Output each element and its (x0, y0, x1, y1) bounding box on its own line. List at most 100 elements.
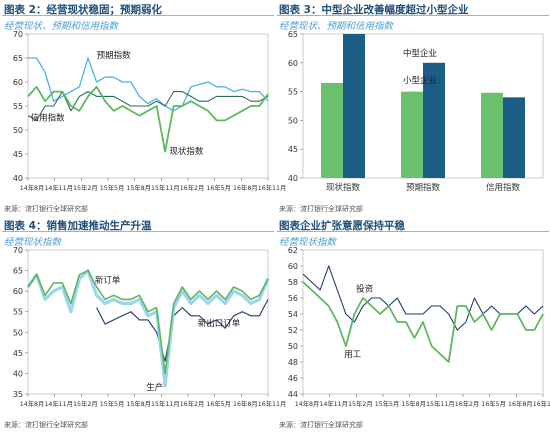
chart-subtitle: 经营现状、预期和信用指数 (279, 21, 394, 32)
y-tick-label: 65 (13, 54, 23, 63)
y-tick-label: 60 (13, 78, 23, 87)
category-label: 现状指数 (326, 182, 361, 193)
y-tick-label: 50 (288, 116, 298, 125)
bar (423, 62, 445, 178)
x-tick-label: 15年5月 (100, 183, 125, 192)
x-tick-label: 14年8月 (295, 399, 320, 408)
y-tick-label: 55 (13, 102, 23, 111)
chart-title: 图表企业扩张意愿保持平稳 (279, 220, 405, 232)
title-rule (277, 231, 549, 232)
y-tick-label: 70 (13, 246, 23, 255)
y-tick-label: 45 (13, 349, 23, 358)
y-tick-label: 45 (13, 150, 23, 159)
chart-source: 来源：渣打银行全球研究部 (279, 421, 363, 429)
chart-panel-1: 图表 2：经营现状稳固；预期弱化 经营现状、预期和信用指数 40 45 50 55 60… (2, 0, 287, 216)
chart-title: 图表 3：中型企业改善幅度超过小型企业 (279, 4, 469, 16)
bar (321, 82, 343, 178)
series-label: 投资 (356, 284, 374, 295)
series-label: 现状指数 (169, 146, 204, 157)
x-tick-label: 15年2月 (73, 183, 98, 192)
series-line (96, 299, 269, 362)
y-tick-label: 70 (13, 30, 23, 39)
line-chart: 40 45 50 55 60 65 70 14年8月 14年11月 15年2月 15年5月 15年8月… (13, 30, 287, 192)
y-tick-label: 50 (288, 342, 298, 351)
y-tick-label: 44 (288, 390, 298, 399)
series-label: 信用指数 (31, 112, 66, 123)
series-label: 新出口订单 (198, 318, 241, 329)
chart-subtitle: 经营现状指数 (4, 237, 62, 248)
y-tick-label: 54 (288, 310, 298, 319)
bar (481, 92, 503, 178)
x-tick-label: 15年5月 (375, 399, 400, 408)
chart-subtitle: 经营现状指数 (279, 237, 337, 248)
bar (343, 34, 365, 178)
y-tick-label: 65 (288, 30, 298, 39)
x-tick-label: 16年11月 (258, 183, 287, 192)
chart-panel-2: 图表 3：中型企业改善幅度超过小型企业 经营现状、预期和信用指数 40 45 50 5… (277, 0, 549, 216)
x-tick-label: 15年11月 (151, 399, 180, 408)
x-tick-label: 15年2月 (73, 399, 98, 408)
series-line (27, 91, 269, 121)
series-line (302, 265, 544, 331)
y-tick-label: 60 (288, 262, 298, 271)
y-tick-label: 35 (13, 390, 23, 399)
chart-subtitle: 经营现状、预期和信用指数 (4, 21, 119, 32)
title-rule (2, 15, 274, 16)
series-label: 小型企业 (403, 75, 437, 86)
series-label: 生产 (146, 382, 163, 393)
y-tick-label: 62 (288, 246, 298, 255)
title-rule (2, 231, 274, 232)
bar-chart: 40 45 50 55 60 65 现状指数 预期指数 信用指数 小型企业 中型企业 (288, 30, 544, 193)
y-tick-label: 65 (13, 267, 23, 276)
plot-frame (302, 249, 544, 395)
x-tick-label: 16年5月 (481, 399, 506, 408)
x-tick-label: 14年8月 (20, 399, 45, 408)
x-tick-label: 16年2月 (180, 183, 205, 192)
y-tick-label: 40 (288, 174, 298, 183)
y-tick-label: 48 (288, 358, 298, 367)
x-tick-label: 16年11月 (258, 399, 287, 408)
y-tick-label: 46 (288, 374, 298, 383)
category-label: 预期指数 (406, 182, 441, 193)
x-tick-label: 14年11月 (44, 183, 73, 192)
series-line (27, 85, 269, 153)
y-tick-label: 60 (288, 59, 298, 68)
series-line (27, 269, 269, 375)
chart-panel-3: 图表 4：销售加速推动生产升温 经营现状指数 35 40 45 50 55 60 65 70 1… (2, 216, 287, 432)
x-tick-label: 15年8月 (126, 183, 151, 192)
chart-source: 来源：渣打银行全球研究部 (4, 421, 88, 429)
x-tick-label: 14年11月 (319, 399, 348, 408)
series-label: 中型企业 (403, 48, 437, 59)
y-tick-label: 52 (288, 326, 298, 335)
x-tick-label: 16年8月 (233, 183, 258, 192)
x-tick-label: 16年2月 (455, 399, 480, 408)
x-tick-label: 16年5月 (206, 399, 231, 408)
plot-frame (27, 249, 269, 395)
y-tick-label: 45 (288, 145, 298, 154)
chart-title: 图表 4：销售加速推动生产升温 (4, 220, 152, 232)
y-tick-label: 40 (13, 369, 23, 378)
x-tick-label: 15年8月 (401, 399, 426, 408)
x-tick-label: 14年11月 (44, 399, 73, 408)
x-tick-label: 14年8月 (20, 183, 45, 192)
x-tick-label: 15年5月 (100, 399, 125, 408)
y-tick-label: 60 (13, 287, 23, 296)
y-tick-label: 55 (288, 88, 298, 97)
x-tick-label: 16年8月 (233, 399, 258, 408)
x-tick-label: 16年11月 (533, 399, 550, 408)
series-line (302, 281, 544, 363)
x-tick-label: 15年2月 (348, 399, 373, 408)
series-line (28, 57, 269, 112)
series-label: 预期指数 (97, 50, 132, 61)
series-line (26, 269, 270, 388)
chart-source: 来源：渣打银行全球研究部 (279, 205, 363, 213)
bar (503, 97, 525, 178)
x-tick-label: 16年2月 (180, 399, 205, 408)
y-tick-label: 40 (13, 174, 23, 183)
y-tick-label: 58 (288, 278, 298, 287)
y-tick-label: 55 (13, 308, 23, 317)
chart-panel-4: 图表企业扩张意愿保持平稳 经营现状指数 44 46 48 50 52 54 56 58 60 62… (277, 216, 550, 432)
x-tick-label: 15年8月 (126, 399, 151, 408)
